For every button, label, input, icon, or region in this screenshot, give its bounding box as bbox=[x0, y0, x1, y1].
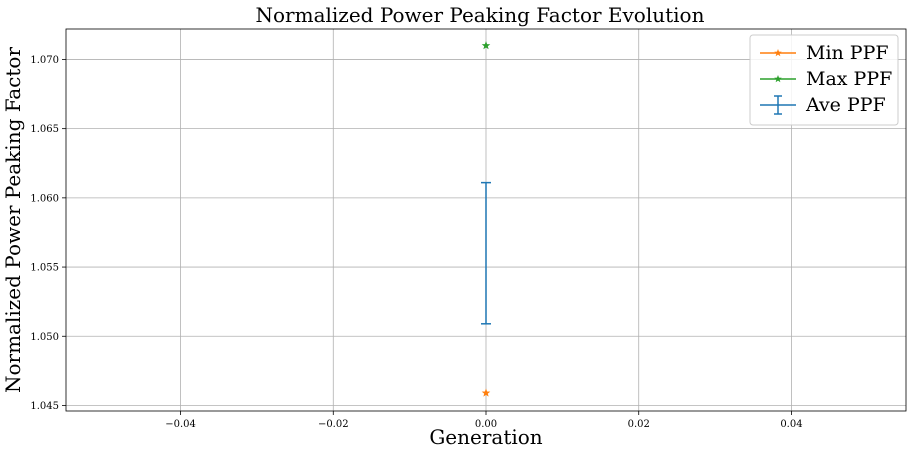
legend-max-ppf-label: Max PPF bbox=[806, 68, 892, 90]
y-ticks: 1.045 1.050 1.055 1.060 1.065 1.070 bbox=[30, 55, 66, 412]
legend-box bbox=[749, 34, 899, 126]
legend-min-ppf-marker bbox=[774, 49, 782, 57]
legend-max-ppf-marker bbox=[774, 75, 782, 83]
x-tick-label: −0.04 bbox=[165, 419, 196, 430]
legend: Min PPF Max PPF Ave PPF bbox=[749, 34, 899, 126]
chart-title: Normalized Power Peaking Factor Evolutio… bbox=[256, 3, 705, 27]
y-tick-label: 1.055 bbox=[30, 263, 59, 274]
y-tick-label: 1.065 bbox=[30, 124, 59, 135]
legend-min-ppf-label: Min PPF bbox=[806, 42, 889, 64]
x-tick-label: 0.02 bbox=[628, 419, 650, 430]
min-ppf-point bbox=[481, 388, 491, 397]
max-ppf-point bbox=[481, 41, 491, 50]
data-marks bbox=[481, 41, 491, 397]
x-ticks: −0.04 −0.02 0.00 0.02 0.04 bbox=[165, 411, 803, 430]
x-tick-label: 0.04 bbox=[780, 419, 802, 430]
y-axis-label: Normalized Power Peaking Factor bbox=[1, 47, 25, 393]
y-tick-label: 1.050 bbox=[30, 332, 59, 343]
y-tick-label: 1.045 bbox=[30, 401, 59, 412]
y-tick-label: 1.070 bbox=[30, 55, 59, 66]
y-tick-label: 1.060 bbox=[30, 193, 59, 204]
legend-ave-ppf-label: Ave PPF bbox=[805, 94, 886, 116]
x-axis-label: Generation bbox=[429, 425, 542, 449]
x-tick-label: −0.02 bbox=[318, 419, 349, 430]
x-tick-label: 0.00 bbox=[475, 419, 497, 430]
